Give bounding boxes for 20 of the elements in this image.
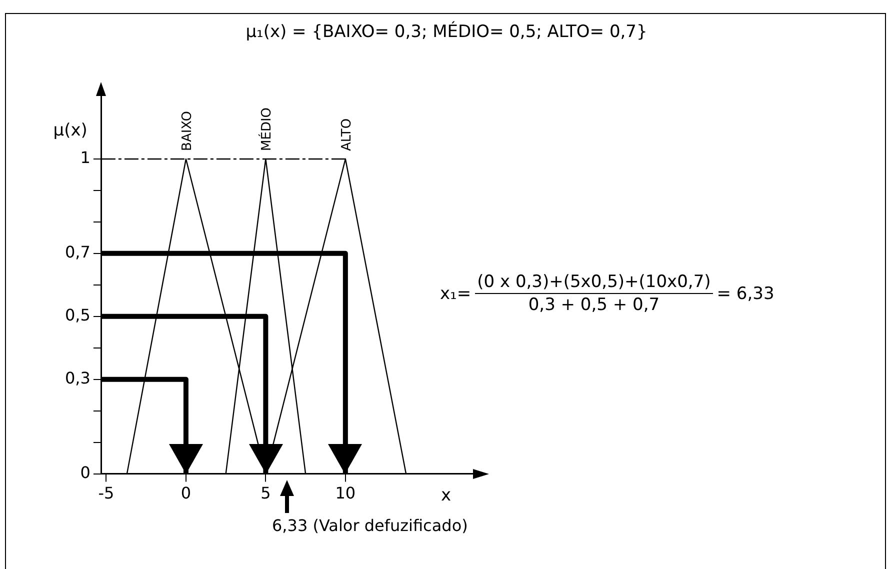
text: MÉDIO — [258, 107, 275, 151]
y-tick-label: 0,5 — [64, 306, 90, 325]
annotation: x₁= — [440, 284, 472, 304]
text: 6,33 (Valor defuzificado) — [272, 516, 468, 535]
y-tick-label: 0,7 — [64, 242, 90, 262]
y-tick-label: 1 — [80, 148, 90, 168]
x-tick-label: 5 — [260, 484, 271, 503]
text: BAIXO — [180, 111, 195, 151]
text: = 6,33 — [716, 284, 774, 304]
y-axis-title: μ(x) — [53, 120, 88, 140]
x-axis-title: x — [440, 486, 452, 506]
text: (0 x 0,3)+(5x0,5)+(10x0,7) — [475, 272, 713, 294]
text: ALTO — [339, 118, 354, 151]
text: 0,3 + 0,5 + 0,7 — [528, 294, 660, 315]
y-tick-label: 0,3 — [64, 368, 90, 388]
x-tick-label: -5 — [98, 484, 114, 503]
x-tick-label: 0 — [180, 484, 192, 503]
y-tick-label: 0 — [80, 462, 90, 482]
x-tick-label: 10 — [335, 484, 356, 503]
chart-title: μ₁(x) = {BAIXO= 0,3; MÉDIO= 0,5; ALTO= 0,7} — [244, 22, 648, 42]
